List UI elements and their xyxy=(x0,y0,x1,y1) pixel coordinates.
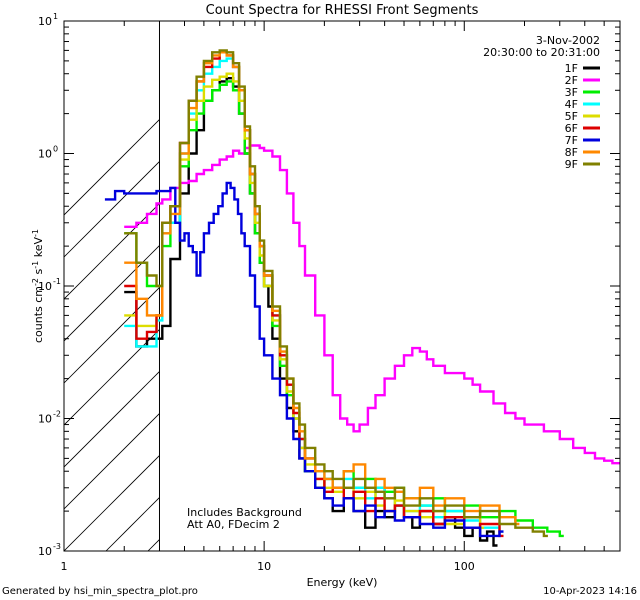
legend-label-6F: 6F xyxy=(565,122,578,135)
series-line-7F xyxy=(104,181,504,538)
annotation-attenuator: Att A0, FDecim 2 xyxy=(187,518,280,531)
y-tick-label: 10 xyxy=(38,545,52,558)
y-tick-label: 10 xyxy=(38,148,52,161)
legend-label-7F: 7F xyxy=(565,134,578,147)
legend-label-8F: 8F xyxy=(565,146,578,159)
legend-label-9F: 9F xyxy=(565,158,578,171)
series-line-9F xyxy=(124,49,548,538)
series-line-2F xyxy=(124,144,620,465)
legend-label-3F: 3F xyxy=(565,86,578,99)
x-axis-label: Energy (keV) xyxy=(307,576,378,589)
y-tick-label: 10 xyxy=(38,280,52,293)
y-tick-exponent: 0 xyxy=(53,145,58,154)
attenuator-hatch-region xyxy=(64,118,160,551)
observation-time-range: 20:30:00 to 20:31:00 xyxy=(483,46,600,59)
x-tick-label: 1 xyxy=(61,560,68,573)
hatch-line xyxy=(64,454,160,551)
y-tick-label: 10 xyxy=(38,15,52,28)
legend-label-4F: 4F xyxy=(565,98,578,111)
hatch-line xyxy=(64,412,160,510)
x-tick-labels: 1 10 100 xyxy=(61,560,475,573)
hatch-line xyxy=(64,202,160,300)
y-tick-exponent: -1 xyxy=(53,277,61,286)
x-tick-label: 10 xyxy=(257,560,271,573)
series-layer xyxy=(104,49,620,547)
footer-generated-by: Generated by hsi_min_spectra_plot.pro xyxy=(2,586,198,597)
y-tick-exponent: -3 xyxy=(53,542,61,551)
x-tick-label: 100 xyxy=(454,560,475,573)
annotation-background: Includes Background xyxy=(187,506,302,519)
y-tick-exponent: 1 xyxy=(53,12,58,21)
legend-label-5F: 5F xyxy=(565,110,578,123)
legend-label-1F: 1F xyxy=(565,62,578,75)
footer-timestamp: 10-Apr-2023 14:16 xyxy=(543,586,637,597)
y-tick-exponent: -2 xyxy=(53,410,61,419)
hatch-line xyxy=(64,370,160,468)
chart-title: Count Spectra for RHESSI Front Segments xyxy=(206,3,479,18)
y-axis-label: counts cm-2 s-1 keV-1 xyxy=(31,229,45,343)
axis-ticks xyxy=(63,21,621,552)
legend-label-2F: 2F xyxy=(565,74,578,87)
y-tick-label: 10 xyxy=(38,413,52,426)
observation-date: 3-Nov-2002 xyxy=(536,34,600,47)
hatch-line xyxy=(64,244,160,342)
